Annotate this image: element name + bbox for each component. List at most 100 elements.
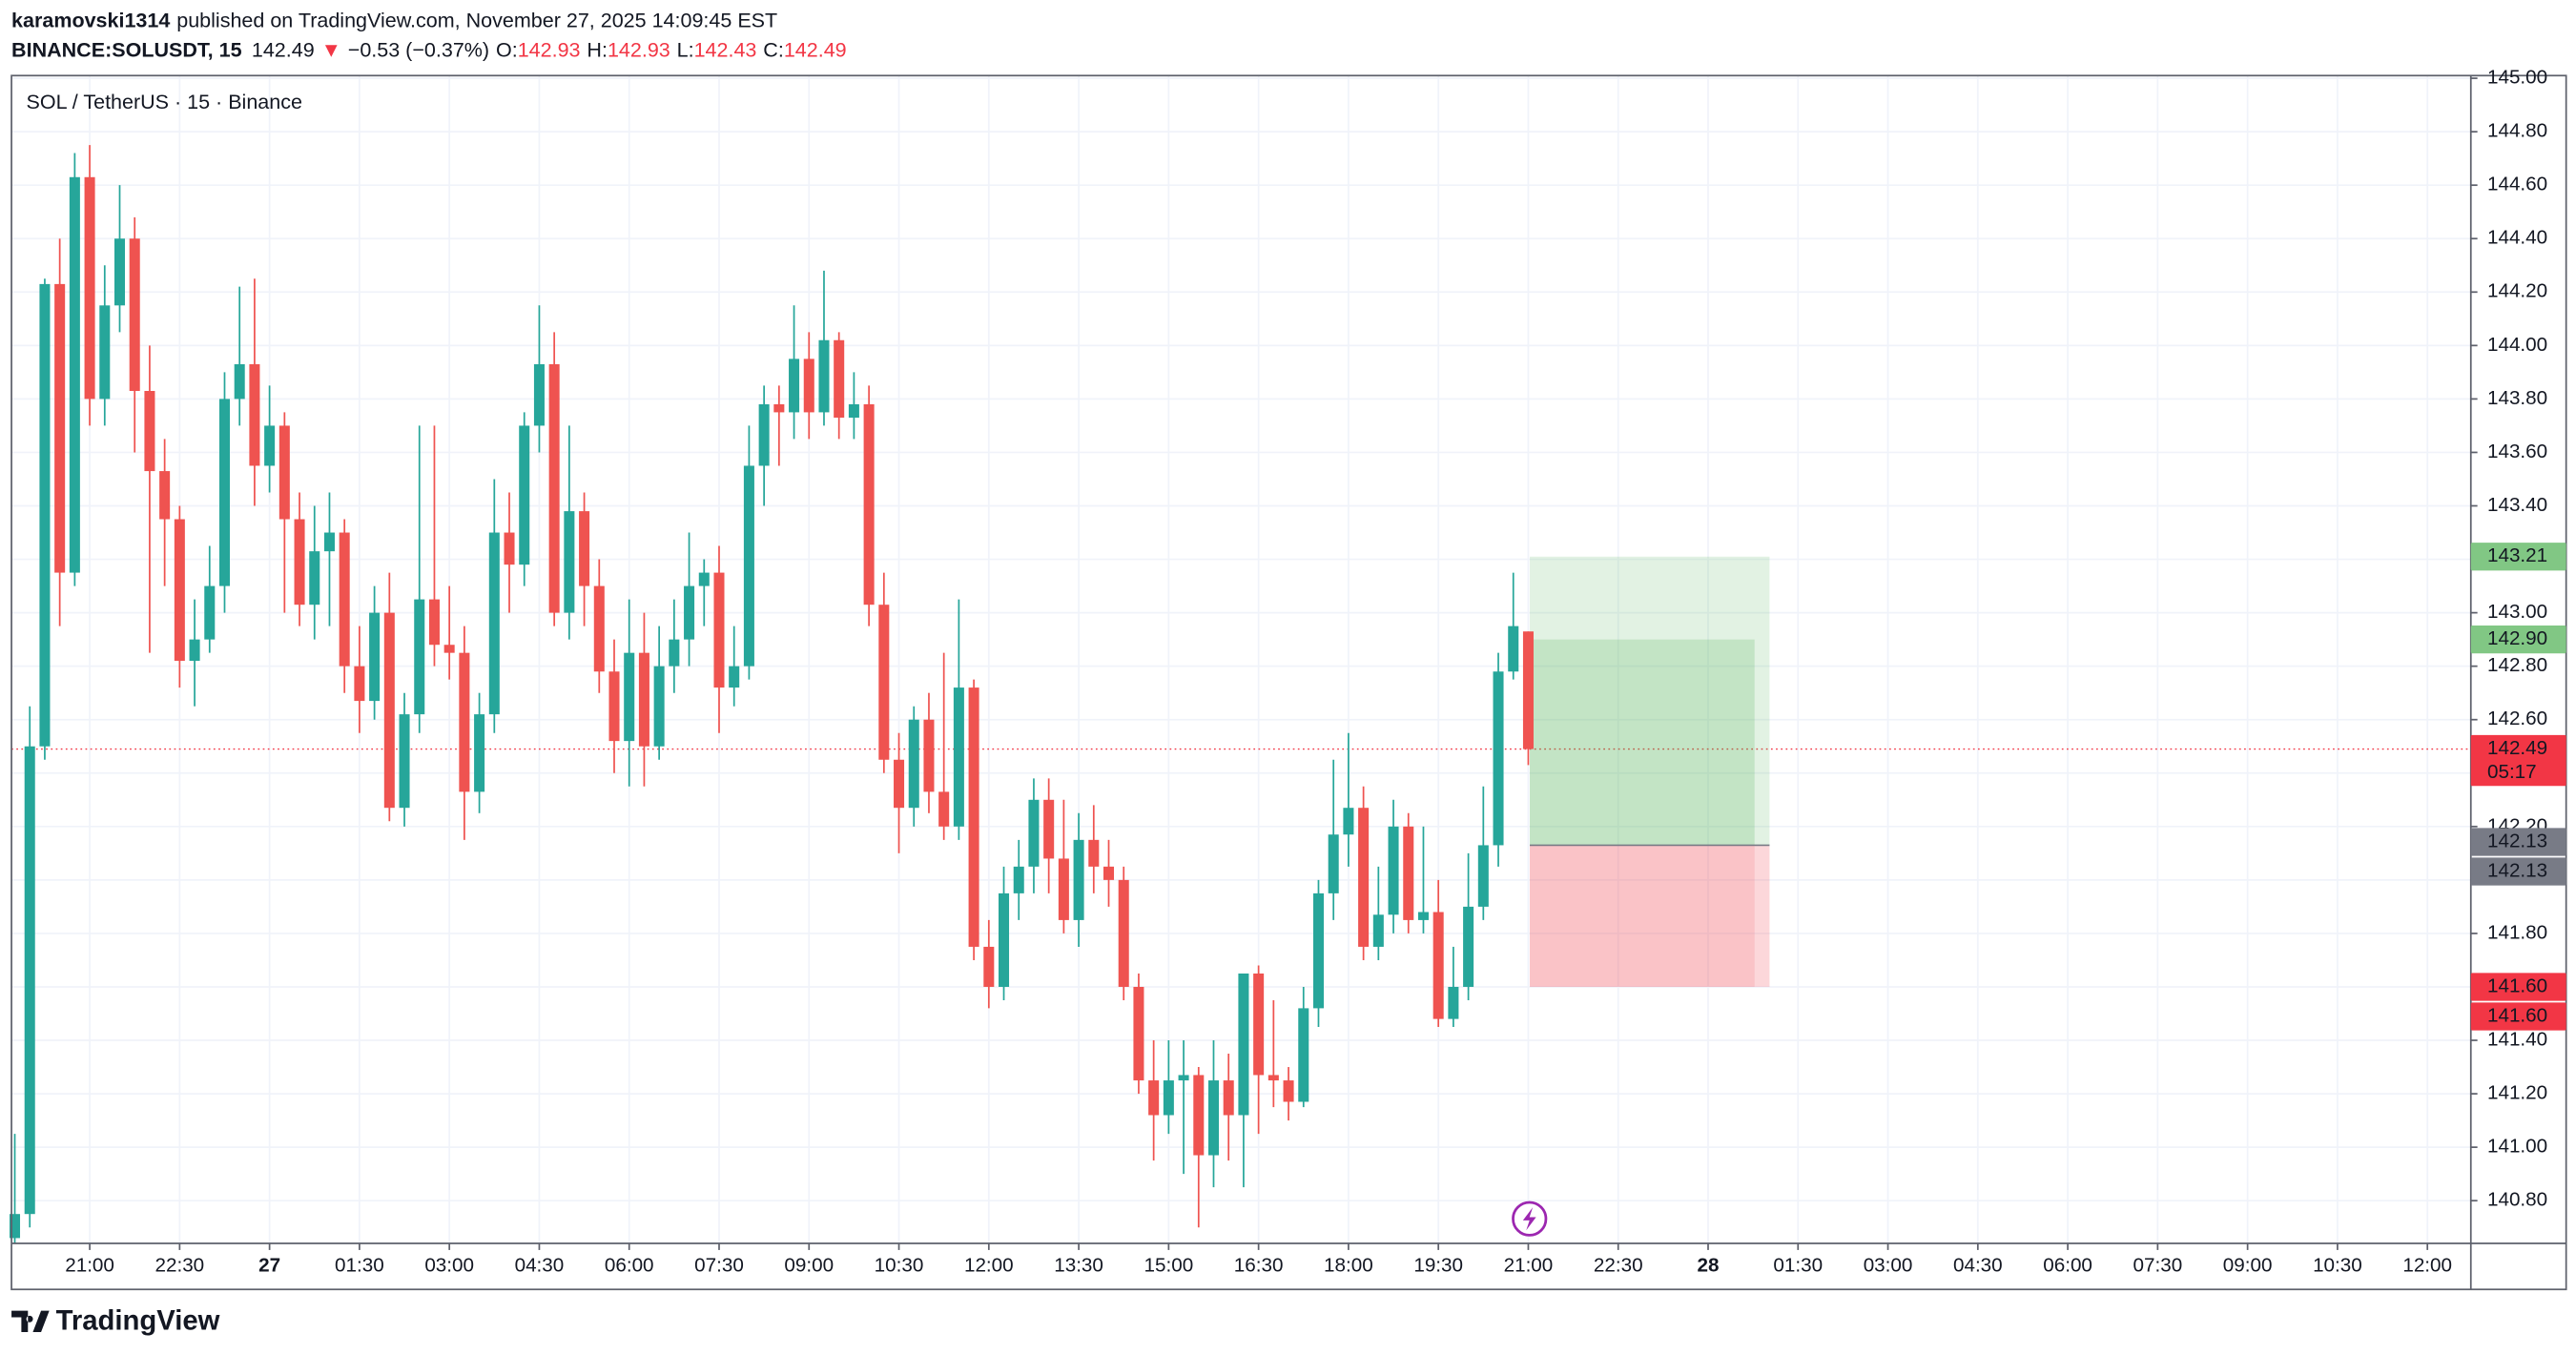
candle-body bbox=[488, 532, 500, 715]
candle-body bbox=[144, 390, 155, 472]
change: −0.53 (−0.37%) bbox=[348, 38, 489, 61]
candle-body bbox=[54, 283, 66, 573]
candle-body bbox=[159, 471, 171, 520]
entry-label: 142.13 bbox=[2487, 859, 2547, 881]
candle-body bbox=[1163, 1080, 1174, 1116]
candle-body bbox=[1118, 879, 1129, 987]
candles bbox=[10, 145, 1534, 1244]
ohlc-value: 142.93 bbox=[608, 38, 670, 61]
position-tool bbox=[1530, 556, 1770, 987]
loss-reached bbox=[1530, 845, 1755, 987]
candle-body bbox=[1148, 1080, 1160, 1116]
y-tick-label: 141.00 bbox=[2487, 1136, 2547, 1158]
candle-body bbox=[758, 404, 770, 466]
entry-label: 142.13 bbox=[2487, 830, 2547, 851]
y-tick-label: 143.80 bbox=[2487, 387, 2547, 409]
ohlc-label: L: bbox=[677, 38, 694, 61]
stop-label: 141.60 bbox=[2487, 1004, 2547, 1026]
candle-body bbox=[443, 645, 455, 653]
candle-body bbox=[218, 399, 230, 586]
candle-body bbox=[968, 687, 979, 947]
x-tick-label: 28 bbox=[1698, 1255, 1720, 1277]
candle-body bbox=[834, 339, 845, 419]
ohlc-value: 142.43 bbox=[694, 38, 757, 61]
candle-body bbox=[1432, 912, 1444, 1019]
candle-body bbox=[1463, 906, 1474, 987]
candle-body bbox=[698, 572, 710, 586]
x-tick-label: 18:00 bbox=[1324, 1255, 1373, 1277]
candle-body bbox=[323, 532, 335, 552]
x-tick-label: 10:30 bbox=[875, 1255, 924, 1277]
target-label: 143.21 bbox=[2487, 544, 2547, 566]
y-tick-label: 142.80 bbox=[2487, 654, 2547, 676]
candle-body bbox=[1058, 858, 1069, 920]
candle-body bbox=[1028, 799, 1040, 867]
brand-logo: TradingView bbox=[11, 1304, 220, 1336]
candle-body bbox=[339, 532, 350, 667]
brand: TradingView bbox=[56, 1304, 220, 1336]
candle-body bbox=[354, 666, 365, 702]
candle-body bbox=[10, 1214, 21, 1239]
candle-body bbox=[189, 639, 200, 662]
candle-body bbox=[504, 532, 515, 565]
candle-body bbox=[923, 719, 935, 792]
candle-body bbox=[1388, 826, 1399, 915]
candle-body bbox=[39, 283, 51, 747]
candle-body bbox=[848, 404, 859, 419]
x-tick-label: 09:00 bbox=[784, 1255, 834, 1277]
candle-body bbox=[1223, 1080, 1234, 1116]
candle-body bbox=[803, 359, 814, 413]
candle-body bbox=[729, 666, 740, 688]
x-tick-label: 07:30 bbox=[694, 1255, 744, 1277]
candle-body bbox=[684, 585, 695, 640]
x-tick-label: 01:30 bbox=[335, 1255, 384, 1277]
profit-zone bbox=[1530, 556, 1770, 846]
candle-body bbox=[1073, 839, 1084, 920]
down-arrow: ▼ bbox=[321, 38, 341, 61]
candle-body bbox=[294, 519, 305, 605]
y-tick-label: 141.20 bbox=[2487, 1082, 2547, 1104]
candle-body bbox=[264, 425, 276, 466]
published: published on TradingView.com, November 2… bbox=[176, 9, 777, 31]
x-tick-label: 22:30 bbox=[155, 1255, 204, 1277]
candle-body bbox=[414, 599, 425, 715]
y-tick-label: 143.60 bbox=[2487, 441, 2547, 462]
candle-body bbox=[713, 572, 725, 688]
candle-body bbox=[204, 585, 216, 640]
y-tick-label: 144.20 bbox=[2487, 280, 2547, 302]
candle-body bbox=[474, 714, 485, 792]
candle-body bbox=[1343, 808, 1354, 835]
symbol: BINANCE:SOLUSDT, 15 bbox=[11, 38, 242, 61]
x-tick-label: 03:00 bbox=[424, 1255, 474, 1277]
stop-label: 141.60 bbox=[2487, 974, 2547, 996]
y-tick-label: 144.60 bbox=[2487, 174, 2547, 195]
candle-body bbox=[1088, 839, 1100, 867]
stop-label-bg bbox=[2470, 973, 2566, 1001]
candle-body bbox=[1372, 914, 1384, 947]
target-label-bg bbox=[2470, 543, 2566, 571]
candle-body bbox=[548, 363, 560, 613]
candle-body bbox=[1133, 986, 1144, 1081]
candle-body bbox=[1238, 973, 1249, 1116]
candle-body bbox=[1267, 1075, 1279, 1081]
candle-body bbox=[908, 719, 919, 809]
candle-body bbox=[129, 238, 140, 391]
reached-label: 142.90 bbox=[2487, 627, 2547, 649]
x-tick-label: 15:00 bbox=[1144, 1255, 1194, 1277]
candle-body bbox=[519, 425, 530, 565]
y-tick-label: 141.40 bbox=[2487, 1028, 2547, 1050]
x-tick-label: 12:00 bbox=[964, 1255, 1014, 1277]
candle-body bbox=[249, 363, 260, 466]
x-tick-label: 13:30 bbox=[1054, 1255, 1103, 1277]
candle-body bbox=[1508, 626, 1519, 672]
candle-body bbox=[24, 746, 35, 1215]
y-tick-label: 145.00 bbox=[2487, 67, 2547, 89]
reached-label-bg bbox=[2470, 625, 2566, 654]
last-price: 142.49 bbox=[252, 38, 315, 61]
header-line-1: karamovski1314 published on TradingView.c… bbox=[11, 9, 777, 31]
candle-body bbox=[1253, 973, 1265, 1076]
candle-body bbox=[1283, 1080, 1294, 1102]
y-tick-label: 143.00 bbox=[2487, 601, 2547, 623]
candle-body bbox=[938, 791, 950, 827]
